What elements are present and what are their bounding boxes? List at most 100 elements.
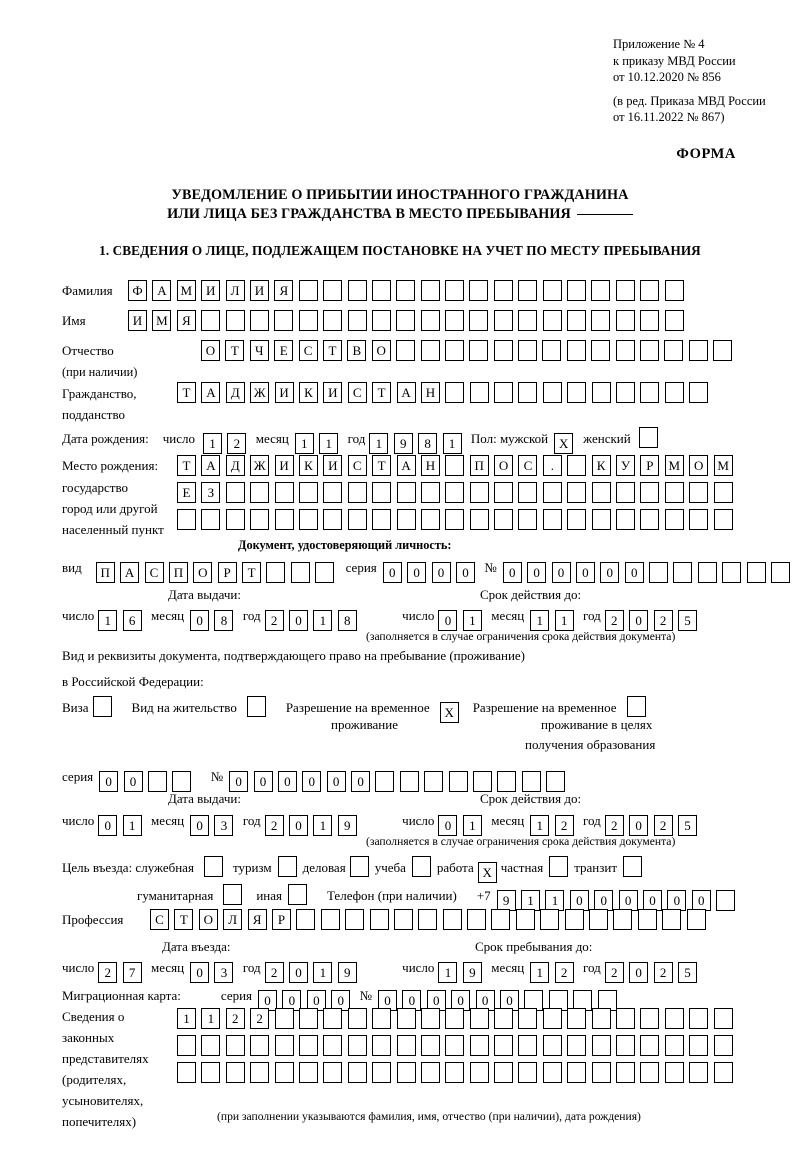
form-cell[interactable]: Т bbox=[225, 340, 245, 361]
form-cell[interactable] bbox=[713, 1008, 733, 1029]
form-cell[interactable]: Я bbox=[274, 280, 294, 301]
form-cell[interactable]: Т bbox=[177, 382, 196, 403]
form-cell[interactable]: 0 bbox=[451, 990, 471, 1011]
form-cell[interactable] bbox=[298, 509, 318, 530]
form-cell[interactable] bbox=[469, 1035, 489, 1056]
form-cell[interactable] bbox=[372, 1035, 392, 1056]
purpose-private-checkbox[interactable] bbox=[549, 856, 569, 877]
form-cell[interactable] bbox=[369, 909, 389, 930]
form-cell[interactable] bbox=[540, 909, 560, 930]
form-cell[interactable] bbox=[637, 909, 657, 930]
form-cell[interactable] bbox=[640, 310, 660, 331]
form-cell[interactable]: 1 bbox=[530, 610, 550, 631]
form-cell[interactable] bbox=[298, 310, 318, 331]
form-cell[interactable] bbox=[689, 1062, 709, 1083]
form-cell[interactable]: С bbox=[347, 455, 367, 476]
form-cell[interactable] bbox=[225, 509, 245, 530]
form-cell[interactable]: 0 bbox=[190, 962, 210, 983]
form-cell[interactable] bbox=[372, 1008, 392, 1029]
form-cell[interactable] bbox=[615, 310, 635, 331]
form-cell[interactable] bbox=[315, 562, 335, 583]
form-cell[interactable]: . bbox=[542, 455, 562, 476]
form-cell[interactable] bbox=[298, 1035, 318, 1056]
form-cell[interactable]: 0 bbox=[643, 890, 662, 911]
form-cell[interactable] bbox=[323, 310, 343, 331]
form-cell[interactable]: 1 bbox=[462, 815, 482, 836]
form-cell[interactable]: 2 bbox=[264, 815, 284, 836]
form-cell[interactable] bbox=[664, 310, 684, 331]
form-cell[interactable] bbox=[371, 310, 391, 331]
form-cell[interactable]: К bbox=[298, 382, 318, 403]
form-cell[interactable] bbox=[567, 1035, 587, 1056]
form-cell[interactable]: 2 bbox=[225, 1008, 245, 1029]
form-cell[interactable] bbox=[664, 1035, 684, 1056]
form-cell[interactable]: 6 bbox=[122, 610, 142, 631]
form-cell[interactable] bbox=[420, 1008, 440, 1029]
form-cell[interactable] bbox=[640, 509, 660, 530]
form-cell[interactable]: 0 bbox=[569, 890, 589, 911]
form-cell[interactable]: А bbox=[201, 382, 221, 403]
form-cell[interactable]: О bbox=[494, 455, 514, 476]
form-cell[interactable]: С bbox=[518, 455, 538, 476]
form-cell[interactable] bbox=[347, 1035, 367, 1056]
form-cell[interactable] bbox=[274, 509, 294, 530]
form-cell[interactable] bbox=[566, 340, 586, 361]
form-cell[interactable]: 9 bbox=[337, 815, 357, 836]
form-cell[interactable]: Л bbox=[225, 280, 245, 301]
form-cell[interactable]: 8 bbox=[418, 433, 438, 454]
form-cell[interactable]: С bbox=[144, 562, 164, 583]
form-cell[interactable] bbox=[564, 909, 584, 930]
form-cell[interactable] bbox=[640, 1008, 660, 1029]
form-cell[interactable] bbox=[493, 280, 513, 301]
form-cell[interactable]: 1 bbox=[438, 962, 458, 983]
form-cell[interactable] bbox=[347, 310, 367, 331]
form-cell[interactable]: 0 bbox=[289, 815, 308, 836]
form-cell[interactable]: 1 bbox=[530, 815, 550, 836]
form-cell[interactable]: 0 bbox=[289, 610, 308, 631]
form-cell[interactable] bbox=[640, 340, 660, 361]
form-cell[interactable]: 0 bbox=[289, 962, 308, 983]
form-cell[interactable]: 0 bbox=[594, 890, 614, 911]
form-cell[interactable] bbox=[591, 340, 611, 361]
form-cell[interactable] bbox=[323, 509, 343, 530]
form-cell[interactable]: 9 bbox=[496, 890, 516, 911]
form-cell[interactable]: 1 bbox=[545, 890, 565, 911]
form-cell[interactable] bbox=[521, 771, 541, 792]
form-cell[interactable] bbox=[249, 310, 269, 331]
form-cell[interactable]: 0 bbox=[691, 890, 711, 911]
form-cell[interactable]: 3 bbox=[214, 962, 234, 983]
form-cell[interactable]: 0 bbox=[438, 610, 458, 631]
form-cell[interactable] bbox=[399, 771, 419, 792]
form-cell[interactable]: Т bbox=[242, 562, 262, 583]
form-cell[interactable] bbox=[225, 1035, 245, 1056]
form-cell[interactable] bbox=[664, 1008, 684, 1029]
form-cell[interactable] bbox=[396, 280, 416, 301]
form-cell[interactable]: О bbox=[371, 340, 391, 361]
form-cell[interactable] bbox=[445, 455, 465, 476]
form-cell[interactable] bbox=[347, 482, 367, 503]
form-cell[interactable] bbox=[177, 509, 196, 530]
form-cell[interactable] bbox=[542, 509, 562, 530]
form-cell[interactable]: 5 bbox=[677, 815, 697, 836]
form-cell[interactable]: С bbox=[347, 382, 367, 403]
form-cell[interactable] bbox=[396, 509, 416, 530]
form-cell[interactable] bbox=[201, 1062, 221, 1083]
form-cell[interactable]: 0 bbox=[624, 562, 644, 583]
form-cell[interactable] bbox=[445, 310, 465, 331]
form-cell[interactable] bbox=[542, 340, 562, 361]
form-cell[interactable] bbox=[616, 1008, 636, 1029]
form-cell[interactable] bbox=[274, 482, 294, 503]
form-cell[interactable]: 1 bbox=[313, 962, 333, 983]
sex-male-checkbox[interactable]: X bbox=[554, 433, 574, 454]
form-cell[interactable]: 1 bbox=[122, 815, 142, 836]
visa-checkbox[interactable] bbox=[92, 696, 112, 717]
form-cell[interactable] bbox=[298, 1062, 318, 1083]
